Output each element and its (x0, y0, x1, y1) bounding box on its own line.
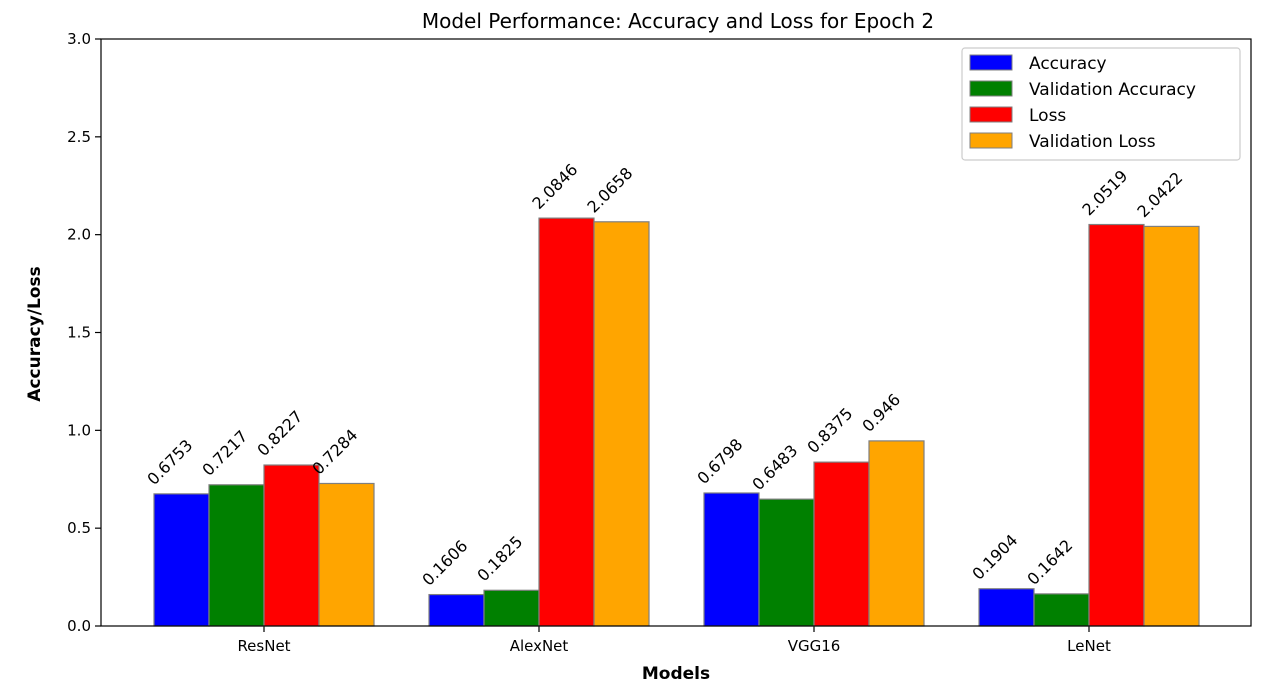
y-axis-label: Accuracy/Loss (25, 266, 45, 401)
legend-frame (961, 47, 1241, 161)
data-label: 2.0846 (528, 160, 581, 213)
x-tick-label: LeNet (1067, 637, 1111, 655)
legend-swatch-loss (969, 106, 1013, 123)
bar-validation-accuracy-alexnet (483, 589, 540, 627)
legend-swatch-accuracy (969, 54, 1013, 71)
data-label: 0.1904 (968, 531, 1021, 584)
bar-validation-loss-lenet (1143, 225, 1200, 627)
bar-accuracy-vgg16 (703, 492, 760, 627)
plot-frame (100, 38, 1252, 627)
legend-label: Validation Loss (1029, 132, 1156, 152)
y-tick-label: 1.5 (67, 324, 91, 342)
bar-accuracy-resnet (153, 493, 210, 627)
y-tick-label: 1.0 (67, 421, 91, 439)
data-label: 0.8375 (803, 404, 856, 457)
bar-validation-loss-vgg16 (868, 440, 925, 627)
x-tick-label: VGG16 (788, 637, 841, 655)
y-tick-label: 0.5 (67, 519, 91, 537)
y-tick-label: 2.5 (67, 128, 91, 146)
data-label: 0.6753 (143, 436, 196, 489)
data-label: 0.6798 (693, 435, 746, 488)
y-tick-label: 3.0 (67, 30, 91, 48)
legend-swatch-validation-loss (969, 132, 1013, 149)
y-axis-ticks: 0.0 0.5 1.0 1.5 2.0 2.5 3.0 (67, 30, 101, 635)
legend-label: Accuracy (1029, 54, 1107, 74)
data-label: 2.0519 (1078, 166, 1131, 219)
data-label: 2.0422 (1133, 168, 1186, 221)
bar-validation-accuracy-lenet (1033, 593, 1090, 627)
bar-loss-vgg16 (813, 461, 870, 627)
bar-loss-resnet (263, 464, 320, 627)
bar-accuracy-alexnet (428, 593, 485, 627)
legend-swatch-validation-accuracy (969, 80, 1013, 97)
chart-title: Model Performance: Accuracy and Loss for… (422, 9, 934, 33)
bar-series-group (153, 217, 1200, 627)
bar-validation-accuracy-resnet (208, 484, 265, 627)
legend-label: Validation Accuracy (1029, 80, 1196, 100)
x-axis-ticks: ResNet AlexNet VGG16 LeNet (237, 626, 1111, 655)
legend-label: Loss (1029, 106, 1066, 126)
data-label: 2.0658 (583, 164, 636, 217)
x-tick-label: AlexNet (510, 637, 569, 655)
data-label: 0.946 (858, 390, 904, 436)
legend: Accuracy Validation Accuracy Loss Validatio… (961, 47, 1241, 161)
data-label: 0.1606 (418, 536, 471, 589)
data-label: 0.7217 (198, 427, 251, 480)
data-label: 0.8227 (253, 407, 306, 460)
data-label: 0.7284 (308, 425, 361, 478)
bar-validation-accuracy-vgg16 (758, 498, 815, 627)
x-axis-label: Models (642, 664, 710, 684)
bar-loss-lenet (1088, 223, 1145, 627)
y-tick-label: 2.0 (67, 226, 91, 244)
y-tick-label: 0.0 (67, 617, 91, 635)
data-label: 0.6483 (748, 441, 801, 494)
bar-validation-loss-alexnet (593, 221, 650, 627)
data-label: 0.1642 (1023, 536, 1076, 589)
bar-accuracy-lenet (978, 588, 1035, 627)
bar-validation-loss-resnet (318, 482, 375, 627)
bar-loss-alexnet (538, 217, 595, 627)
data-label: 0.1825 (473, 532, 526, 585)
x-tick-label: ResNet (237, 637, 290, 655)
